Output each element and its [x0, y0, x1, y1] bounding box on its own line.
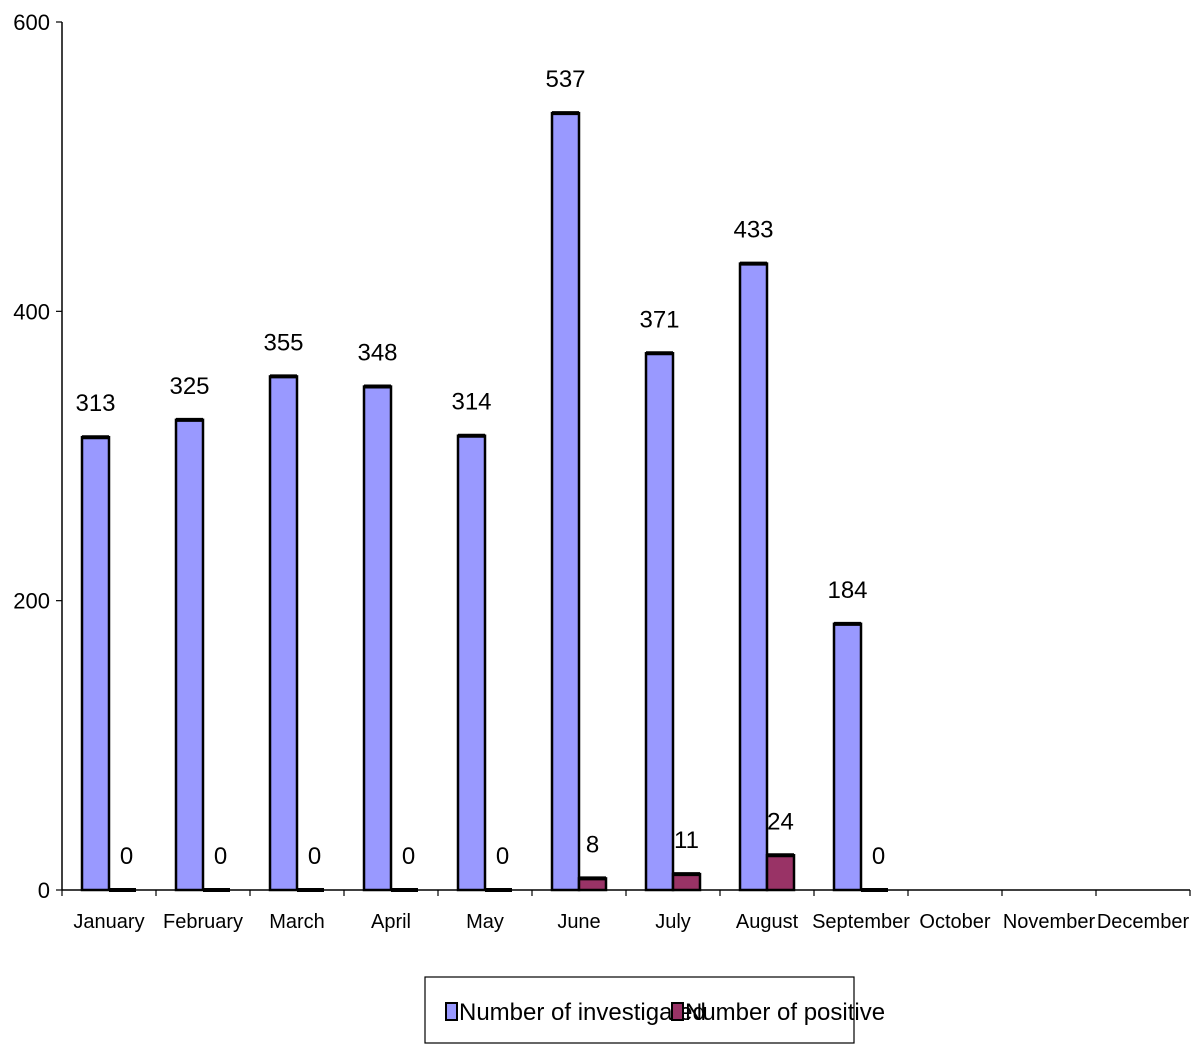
x-tick-label: February	[163, 911, 243, 933]
bar-investigated	[738, 262, 769, 892]
legend-swatch-positive	[671, 1002, 684, 1021]
data-label: 433	[733, 217, 773, 244]
data-label: 0	[120, 843, 133, 870]
y-tick-label: 600	[13, 10, 50, 35]
bar-investigated	[268, 375, 299, 892]
bar-investigated	[832, 622, 863, 892]
legend-swatch-investigated	[445, 1002, 458, 1021]
x-tick-label: January	[73, 911, 144, 933]
x-tick-label: June	[557, 911, 600, 933]
data-label: 537	[545, 66, 585, 93]
data-label: 355	[263, 329, 303, 356]
data-label: 0	[496, 843, 509, 870]
data-label: 313	[75, 390, 115, 417]
legend-label: Number of positive	[685, 999, 885, 1026]
bar-investigated	[80, 435, 111, 892]
bar-investigated	[174, 418, 205, 892]
x-tick-label: July	[655, 911, 691, 933]
data-label: 24	[767, 808, 794, 835]
data-label: 184	[827, 577, 867, 604]
bar-positive	[671, 872, 702, 892]
data-label: 0	[872, 843, 885, 870]
y-tick-label: 0	[38, 878, 50, 903]
data-label: 0	[402, 843, 415, 870]
data-label: 8	[586, 831, 599, 858]
data-label: 348	[357, 340, 397, 367]
data-label: 314	[451, 389, 491, 416]
legend-box	[424, 976, 855, 1044]
y-tick-label: 200	[13, 589, 50, 614]
data-label: 371	[639, 306, 679, 333]
x-tick-label: December	[1097, 911, 1190, 933]
x-tick-label: May	[466, 911, 504, 933]
x-tick-label: November	[1003, 911, 1096, 933]
bar-investigated	[456, 434, 487, 892]
data-label: 325	[169, 373, 209, 400]
x-tick-label: September	[812, 911, 910, 933]
x-tick-label: March	[269, 911, 325, 933]
data-label: 11	[674, 827, 699, 854]
bar-investigated	[550, 111, 581, 892]
y-tick-label: 400	[13, 299, 50, 324]
data-label: 0	[308, 843, 321, 870]
bar-investigated	[362, 385, 393, 892]
bar-positive	[765, 854, 796, 892]
axes: 0 200 400 600 January February March April May Ju…	[13, 10, 1191, 933]
legend-label: Number of investigated	[459, 999, 706, 1026]
data-labels: 313 325 355 348 314 537 371 433 184 0 0 0 0 0 8 11 24 0	[75, 66, 885, 870]
x-tick-label: April	[371, 911, 411, 933]
bar-investigated	[644, 352, 675, 892]
data-label: 0	[214, 843, 227, 870]
bars	[80, 111, 888, 892]
x-tick-label: August	[736, 911, 799, 933]
x-tick-label: October	[919, 911, 990, 933]
